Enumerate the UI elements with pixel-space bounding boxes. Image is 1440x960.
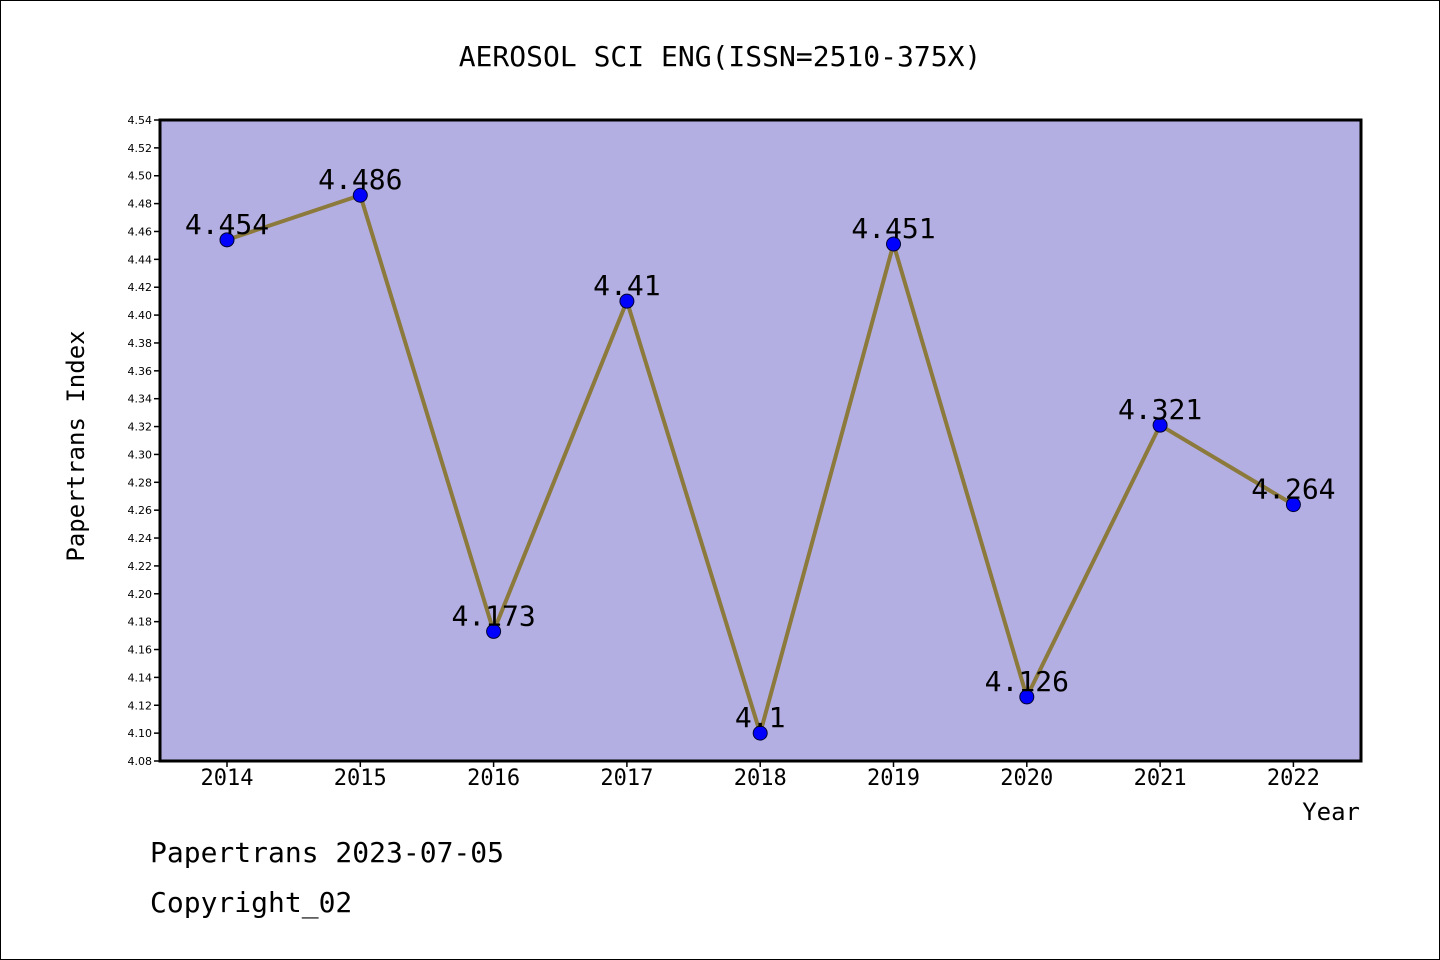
y-tick-label: 4.48	[128, 198, 153, 211]
footer-date-line: Papertrans 2023-07-05	[150, 836, 505, 869]
y-tick-label: 4.26	[128, 504, 153, 517]
series-line-segment	[758, 242, 896, 736]
y-tick-label: 4.20	[128, 588, 153, 601]
x-tick-label: 2021	[1134, 766, 1187, 791]
y-tick-label: 4.08	[128, 755, 153, 768]
series-lines	[225, 193, 1296, 736]
x-axis-ticks: 2014 2015 2016 2017 2018 2019 2020 2021 2022	[201, 761, 1320, 791]
y-tick-label: 4.54	[128, 114, 153, 127]
y-tick-label: 4.38	[128, 337, 153, 350]
x-tick-label: 2022	[1267, 766, 1320, 791]
y-tick-label: 4.10	[128, 727, 153, 740]
y-tick-label: 4.28	[128, 476, 153, 489]
series-line-segment	[891, 242, 1029, 699]
series-line-segment	[624, 299, 763, 736]
y-tick-label: 4.40	[128, 309, 153, 322]
y-tick-label: 4.46	[128, 225, 153, 238]
series-line-segment	[225, 193, 363, 242]
y-tick-label: 4.30	[128, 448, 153, 461]
y-tick-label: 4.12	[128, 699, 153, 712]
x-tick-label: 2016	[467, 766, 520, 791]
x-tick-label: 2014	[201, 766, 254, 791]
series-line-segment	[358, 193, 496, 634]
y-tick-label: 4.52	[128, 142, 153, 155]
data-label: 4.454	[185, 208, 269, 241]
data-label: 4.41	[593, 269, 660, 302]
data-labels: 4.454 4.486 4.173 4.41 4.1 4.451 4.126 4.321 4.2…	[185, 163, 1336, 734]
data-label: 4.173	[451, 599, 535, 632]
data-point-2016	[486, 623, 502, 639]
y-tick-label: 4.18	[128, 616, 153, 629]
chart-title: AEROSOL SCI ENG(ISSN=2510-375X)	[459, 40, 982, 73]
x-tick-label: 2015	[334, 766, 387, 791]
data-point-2021	[1152, 417, 1168, 433]
series-line-segment	[1158, 423, 1296, 507]
y-tick-label: 4.32	[128, 421, 153, 434]
x-tick-label: 2020	[1000, 766, 1053, 791]
data-point-2014	[219, 232, 235, 248]
y-tick-label: 4.36	[128, 365, 153, 378]
y-tick-label: 4.16	[128, 644, 153, 657]
y-axis-label: Papertrans Index	[62, 330, 90, 561]
y-tick-label: 4.34	[128, 393, 153, 406]
data-label: 4.486	[318, 163, 402, 196]
series-line-segment	[1024, 423, 1163, 699]
y-tick-label: 4.50	[128, 170, 153, 183]
y-tick-label: 4.24	[128, 532, 153, 545]
x-tick-label: 2017	[600, 766, 653, 791]
series-line-segment	[491, 299, 629, 634]
data-label: 4.321	[1118, 393, 1202, 426]
data-point-2015	[352, 187, 368, 203]
data-point-2019	[886, 236, 901, 252]
x-tick-label: 2018	[734, 766, 787, 791]
y-axis-ticks: 4.08 4.10 4.12 4.14 4.16 4.18 4.20 4.22 4.24 4.26…	[128, 114, 160, 768]
data-point-2020	[1019, 689, 1035, 705]
data-point-2022	[1285, 497, 1301, 513]
data-point-2018	[752, 725, 768, 741]
data-label: 4.451	[851, 212, 935, 245]
series-markers	[219, 187, 1301, 741]
y-tick-label: 4.42	[128, 281, 153, 294]
data-point-2017	[619, 293, 635, 309]
data-label: 4.126	[985, 665, 1069, 698]
y-tick-label: 4.14	[128, 671, 153, 684]
y-tick-label: 4.44	[128, 253, 153, 266]
footer-copyright: Copyright_02	[150, 886, 353, 919]
plot-area	[158, 118, 1363, 763]
y-tick-label: 4.22	[128, 560, 153, 573]
data-label: 4.1	[735, 701, 786, 734]
data-label: 4.264	[1251, 473, 1335, 506]
x-axis-label: Year	[1302, 798, 1360, 826]
x-tick-label: 2019	[867, 766, 920, 791]
